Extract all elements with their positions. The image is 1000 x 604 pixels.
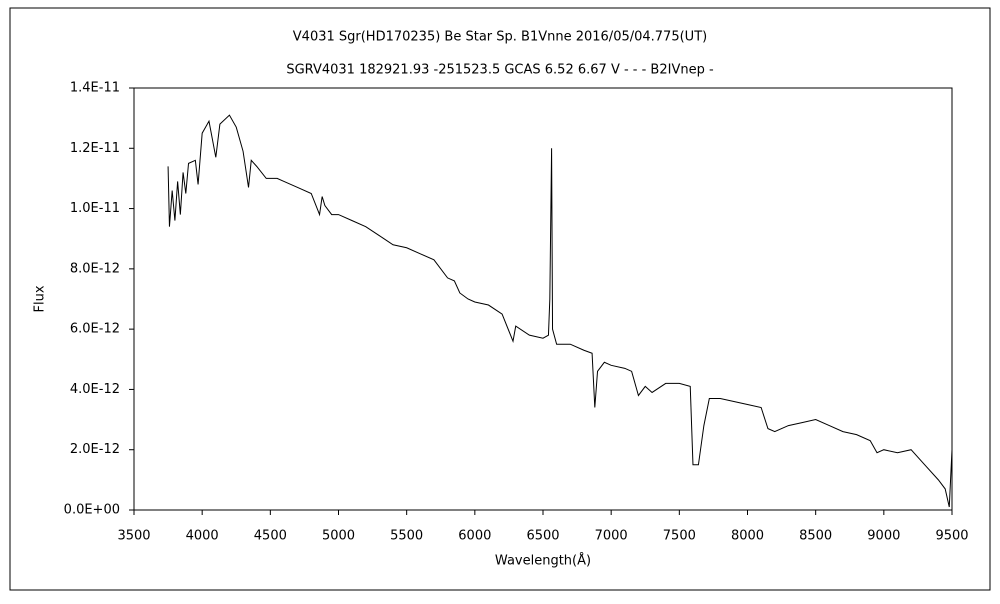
x-tick-label: 5500 xyxy=(390,529,423,544)
x-tick-label: 9000 xyxy=(867,529,900,544)
x-tick-label: 3500 xyxy=(117,529,150,544)
x-tick-label: 4500 xyxy=(254,529,287,544)
y-tick-label: 1.0E-11 xyxy=(70,201,120,216)
x-tick-label: 8500 xyxy=(799,529,832,544)
x-tick-label: 6000 xyxy=(458,529,491,544)
x-tick-label: 6500 xyxy=(526,529,559,544)
spectrum-line xyxy=(167,114,953,508)
y-axis-title: Flux xyxy=(33,285,48,312)
x-tick-label: 7500 xyxy=(663,529,696,544)
x-tick-label: 4000 xyxy=(186,529,219,544)
y-tick-label: 2.0E-12 xyxy=(70,442,120,457)
x-tick-label: 7000 xyxy=(595,529,628,544)
chart-title: V4031 Sgr(HD170235) Be Star Sp. B1Vnne 2… xyxy=(293,30,707,45)
y-tick-label: 0.0E+00 xyxy=(64,503,120,518)
y-tick-label: 8.0E-12 xyxy=(70,261,120,276)
frame xyxy=(9,7,991,591)
x-tick-label: 5000 xyxy=(322,529,355,544)
x-tick-label: 8000 xyxy=(731,529,764,544)
chart-subtitle: SGRV4031 182921.93 -251523.5 GCAS 6.52 6… xyxy=(286,63,714,78)
y-tick-label: 4.0E-12 xyxy=(70,382,120,397)
y-tick-label: 6.0E-12 xyxy=(70,322,120,337)
plot-area xyxy=(133,87,953,511)
y-tick-label: 1.4E-11 xyxy=(70,81,120,96)
y-tick-label: 1.2E-11 xyxy=(70,141,120,156)
x-tick-label: 9500 xyxy=(935,529,968,544)
x-axis-title: Wavelength(Å) xyxy=(495,553,591,569)
